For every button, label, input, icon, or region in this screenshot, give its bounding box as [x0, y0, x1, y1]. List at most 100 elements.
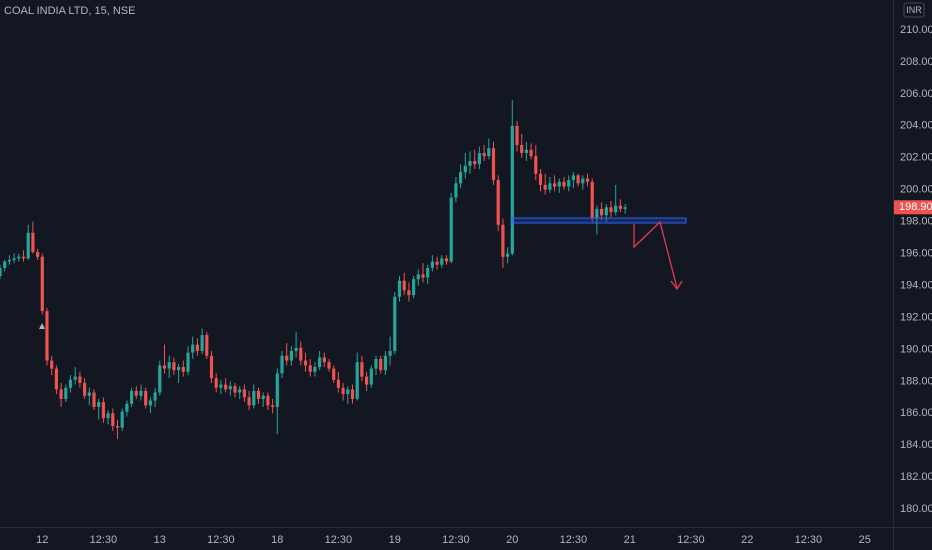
candle-body: [585, 178, 590, 182]
y-tick-label: 184.00: [900, 439, 932, 451]
candle-body: [153, 392, 157, 401]
candle-body: [520, 145, 524, 153]
x-tick-label: 12:30: [795, 534, 823, 546]
y-tick-label: 186.00: [900, 407, 932, 419]
candle-body: [238, 389, 242, 393]
candle-body: [162, 365, 167, 369]
candle-body: [468, 160, 472, 166]
candle-body: [280, 355, 284, 374]
candle-body: [571, 175, 575, 181]
candle-body: [477, 152, 481, 165]
candle-body: [115, 426, 120, 428]
candle-body: [252, 390, 256, 406]
candle-body: [506, 253, 510, 257]
candle-body: [125, 403, 129, 412]
x-tick-label: 13: [154, 534, 166, 546]
x-tick-label: 12: [36, 534, 48, 546]
candle-body: [101, 402, 105, 419]
x-tick-label: 25: [859, 534, 871, 546]
candle-body: [576, 175, 580, 184]
x-tick-label: 12:30: [560, 534, 588, 546]
candle-body: [224, 384, 228, 390]
candle-body: [271, 405, 275, 407]
candle-body: [299, 347, 303, 361]
y-tick-label: 190.00: [900, 343, 932, 355]
candle-body: [31, 232, 35, 253]
x-tick-label: 12:30: [442, 534, 470, 546]
candle-body: [64, 387, 68, 399]
candle-body: [73, 376, 77, 380]
candle-body: [0, 267, 2, 276]
candle-body: [83, 382, 87, 396]
y-tick-label: 210.00: [900, 24, 932, 36]
candle-body: [543, 184, 547, 190]
y-tick-label: 192.00: [900, 311, 932, 323]
candle-body: [604, 207, 608, 216]
x-tick-label: 12:30: [325, 534, 353, 546]
candle-body: [209, 355, 214, 379]
y-tick-label: 180.00: [900, 503, 932, 515]
candle-body: [491, 148, 496, 181]
candle-body: [17, 256, 21, 259]
candle-body: [341, 387, 345, 395]
candle-body: [600, 208, 604, 216]
candle-body: [186, 352, 190, 372]
candle-body: [553, 183, 557, 187]
candle-body: [195, 344, 199, 352]
candle-body: [97, 402, 101, 407]
candle-body: [134, 390, 138, 396]
y-tick-label: 198.00: [900, 216, 932, 228]
candle-body: [106, 413, 110, 419]
candle-body: [379, 358, 383, 371]
candle-body: [26, 232, 30, 259]
candle-body: [407, 290, 411, 296]
y-tick-label: 182.00: [900, 471, 932, 483]
arrow-drawing: [633, 220, 683, 291]
last-price-label: 198.90: [899, 201, 932, 213]
x-tick-label: 21: [624, 534, 636, 546]
candle-body: [21, 256, 26, 259]
candle-body: [40, 256, 44, 312]
candle-body: [256, 390, 261, 399]
candle-body: [444, 258, 449, 262]
candle-body: [92, 392, 96, 407]
candle-body: [275, 373, 279, 407]
candle-body: [609, 207, 613, 213]
candle-body: [228, 386, 232, 390]
zone-rectangle: [511, 217, 687, 224]
candle-body: [313, 366, 317, 372]
candle-body: [191, 344, 195, 353]
candle-body: [322, 357, 326, 363]
y-tick-label: 206.00: [900, 88, 932, 100]
candle-body: [618, 205, 622, 209]
candle-body: [487, 148, 491, 157]
candle-body: [426, 267, 430, 278]
candle-body: [3, 261, 7, 268]
candle-body: [430, 261, 434, 268]
x-tick-label: 22: [741, 534, 753, 546]
candle-body: [327, 362, 331, 369]
candle-body: [350, 389, 355, 399]
candle-body: [529, 149, 533, 157]
candle-body: [45, 311, 49, 361]
candle-body: [365, 376, 369, 385]
candle-body: [421, 274, 425, 278]
candle-body: [336, 379, 340, 388]
y-tick-label: 208.00: [900, 56, 932, 68]
candle-body: [144, 390, 148, 406]
x-tick-label: 12:30: [90, 534, 118, 546]
candle-body: [285, 355, 289, 361]
candle-body: [449, 197, 453, 262]
candle-body: [412, 279, 416, 296]
candle-body: [266, 395, 270, 406]
candle-body: [595, 208, 599, 219]
candle-body: [416, 274, 420, 280]
candle-body: [78, 376, 82, 383]
candle-body: [515, 125, 519, 146]
x-tick-label: 12:30: [677, 534, 705, 546]
candle-body: [68, 379, 73, 388]
candle-body: [139, 390, 143, 396]
candle-body: [332, 368, 336, 380]
candle-body: [524, 149, 528, 153]
candle-body: [167, 362, 171, 369]
